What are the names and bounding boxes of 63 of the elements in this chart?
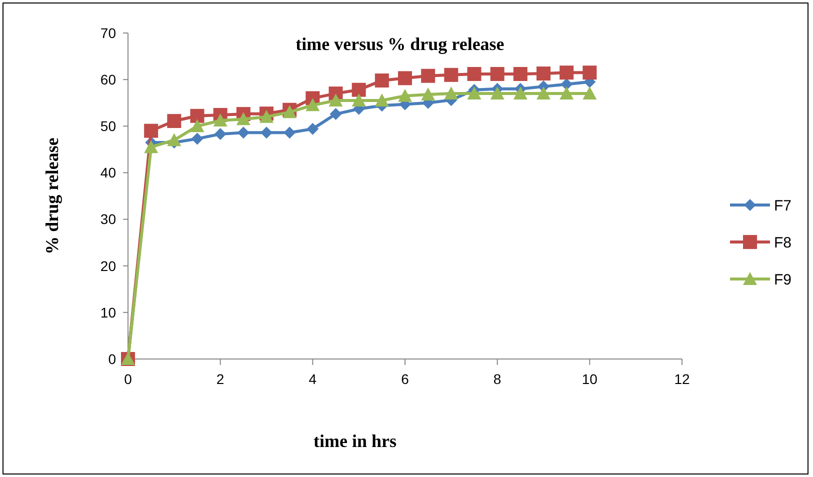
- point: [306, 122, 319, 135]
- point: [144, 124, 158, 138]
- point: [144, 140, 158, 154]
- y-tick-label: 40: [100, 164, 116, 181]
- legend-label: F8: [774, 234, 792, 252]
- point: [513, 66, 528, 81]
- point: [167, 133, 182, 146]
- x-tick-label: 10: [582, 371, 598, 387]
- point: [398, 88, 412, 102]
- legend-label: F7: [774, 197, 792, 214]
- x-tick-label: 8: [493, 371, 502, 387]
- point: [536, 66, 550, 81]
- y-tick-label: 60: [100, 71, 116, 88]
- point: [374, 74, 389, 88]
- point: [352, 82, 366, 97]
- y-tick-label: 30: [100, 211, 116, 228]
- point: [560, 86, 574, 100]
- x-tick-label: 2: [216, 371, 224, 387]
- point: [398, 71, 412, 86]
- x-tick-label: 4: [308, 371, 317, 387]
- point: [421, 68, 436, 83]
- point: [190, 108, 204, 123]
- point: [282, 105, 297, 118]
- point: [190, 119, 204, 132]
- point: [352, 94, 366, 107]
- point: [490, 86, 504, 100]
- point: [467, 86, 482, 100]
- point: [582, 86, 597, 100]
- point: [536, 86, 550, 100]
- point: [260, 126, 272, 139]
- point: [330, 108, 342, 120]
- point: [214, 128, 226, 140]
- x-axis-title: time in hrs: [314, 431, 396, 451]
- point: [560, 78, 573, 90]
- x-tick-label: 0: [124, 371, 132, 387]
- point: [260, 110, 274, 123]
- point: [213, 114, 228, 127]
- legend-label: F9: [774, 271, 792, 288]
- point: [374, 94, 389, 107]
- point: [236, 112, 250, 126]
- point: [421, 87, 436, 100]
- x-tick-label: 6: [401, 371, 410, 387]
- y-axis-title: % drug release: [42, 138, 62, 254]
- point: [582, 66, 597, 80]
- point: [237, 126, 250, 139]
- y-tick-label: 70: [100, 24, 116, 41]
- chart-title: time versus % drug release: [296, 34, 504, 54]
- y-tick-label: 10: [100, 304, 116, 320]
- point: [467, 66, 482, 81]
- y-tick-label: 20: [100, 258, 116, 274]
- point: [167, 114, 182, 128]
- x-tick-label: 12: [674, 371, 690, 387]
- y-tick-label: 0: [108, 350, 116, 367]
- point: [284, 126, 296, 139]
- y-tick-label: 50: [100, 118, 116, 134]
- point: [490, 66, 504, 81]
- point: [513, 86, 528, 100]
- point: [191, 132, 204, 145]
- point: [306, 98, 320, 112]
- point: [444, 86, 458, 100]
- point: [444, 68, 458, 82]
- point: [328, 94, 343, 107]
- point: [560, 66, 574, 80]
